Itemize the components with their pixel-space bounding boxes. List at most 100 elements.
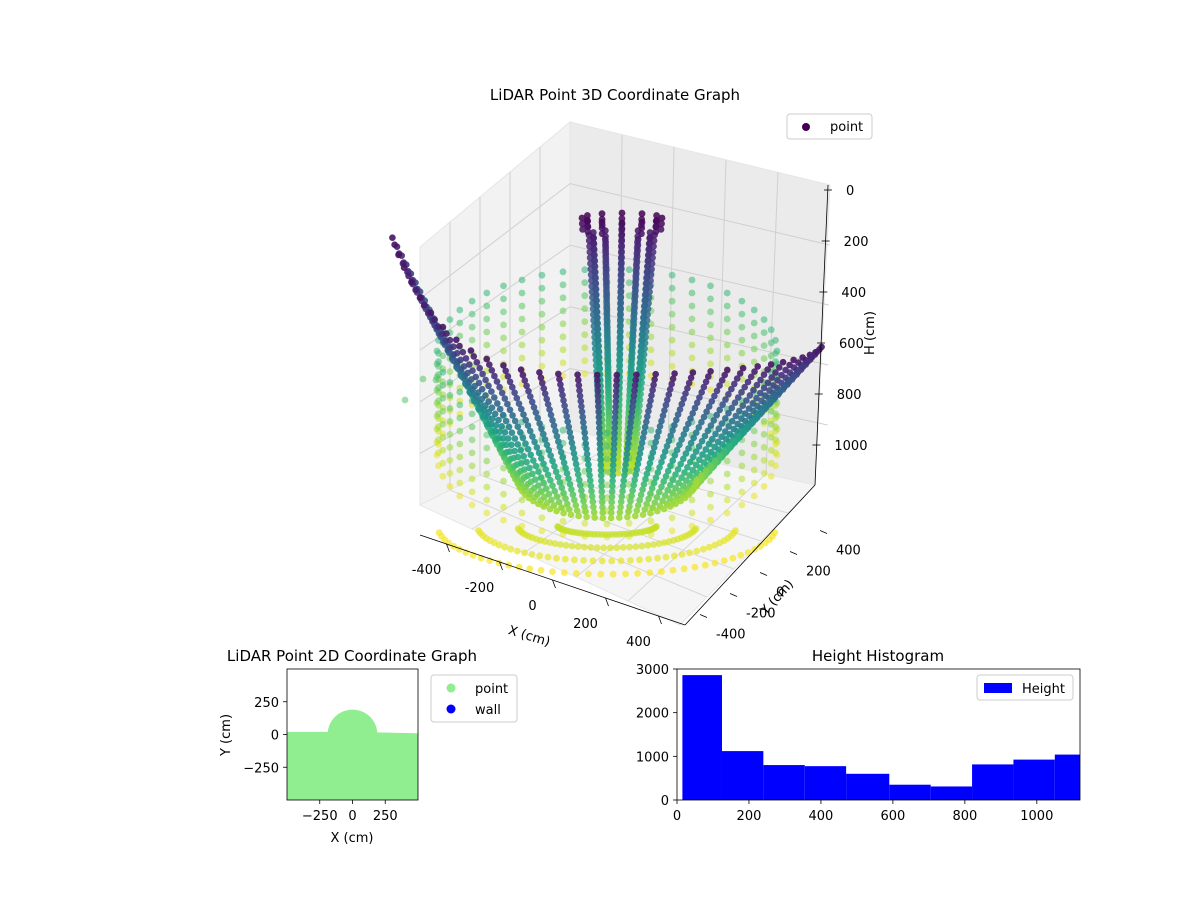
point-marker	[652, 223, 660, 231]
point-marker	[482, 392, 489, 399]
point-marker	[721, 447, 728, 455]
point-marker	[643, 274, 650, 282]
point-marker	[619, 544, 627, 551]
point-marker	[632, 376, 639, 384]
point-marker	[537, 474, 545, 481]
point-marker	[468, 488, 476, 496]
point-marker	[711, 559, 719, 567]
point-marker	[638, 439, 646, 447]
point-marker	[591, 268, 599, 276]
point-marker	[596, 440, 604, 448]
point-marker	[584, 223, 592, 231]
z-axis-label-3d: H (cm)	[863, 311, 878, 355]
point-marker	[665, 391, 673, 398]
point-marker	[588, 493, 596, 500]
point-marker	[546, 406, 553, 413]
point-marker	[767, 398, 775, 405]
y-tick-label-histogram: 2000	[636, 707, 669, 722]
point-marker	[760, 431, 768, 438]
point-marker	[760, 329, 768, 336]
point-marker	[757, 376, 764, 384]
point-marker	[680, 565, 688, 573]
point-marker	[634, 460, 642, 468]
point-marker	[760, 457, 768, 464]
point-marker	[644, 413, 651, 420]
point-marker	[593, 371, 601, 379]
point-marker	[581, 266, 589, 274]
point-marker	[595, 403, 602, 411]
point-marker	[581, 292, 589, 300]
x-tick-label-3d: 400	[626, 635, 651, 650]
point-marker	[575, 382, 583, 389]
point-marker	[594, 398, 602, 405]
point-marker	[636, 365, 643, 373]
point-marker	[732, 412, 740, 420]
y-tick-label-3d: -200	[746, 607, 776, 622]
point-marker	[605, 420, 613, 428]
point-marker	[602, 244, 610, 252]
z-axis-line	[814, 184, 829, 486]
point-marker	[547, 411, 555, 419]
point-marker	[522, 416, 529, 424]
point-marker	[528, 398, 536, 406]
point-marker	[468, 310, 476, 318]
point-marker	[552, 427, 559, 435]
point-marker	[446, 336, 454, 344]
point-marker	[654, 469, 662, 476]
point-marker	[518, 289, 526, 297]
point-marker	[646, 234, 654, 242]
point-marker	[634, 502, 642, 509]
point-marker	[584, 456, 591, 463]
point-marker	[482, 376, 489, 384]
point-marker	[535, 482, 542, 489]
point-marker	[693, 547, 701, 555]
point-marker	[604, 375, 612, 382]
point-marker	[500, 503, 507, 511]
point-marker	[667, 432, 674, 440]
histogram-bar	[763, 765, 805, 800]
point-marker	[639, 511, 647, 518]
point-marker	[738, 349, 746, 357]
point-marker	[641, 506, 649, 513]
point-marker	[468, 410, 476, 418]
point-marker	[724, 366, 731, 374]
legend-2d: point wall	[430, 674, 518, 723]
point-marker	[723, 496, 731, 504]
point-marker	[767, 472, 775, 480]
point-marker	[754, 363, 761, 370]
point-marker	[718, 377, 726, 384]
point-marker	[574, 471, 582, 478]
point-marker	[657, 226, 665, 233]
point-marker	[603, 295, 611, 303]
point-marker	[609, 472, 617, 479]
point-marker	[621, 472, 628, 479]
point-marker	[655, 540, 663, 547]
point-marker	[633, 250, 641, 257]
point-marker	[632, 471, 640, 479]
point-marker	[680, 395, 687, 403]
point-marker	[538, 362, 546, 370]
point-marker	[518, 328, 526, 336]
point-marker	[559, 333, 567, 341]
point-marker	[760, 483, 768, 490]
point-marker	[435, 358, 442, 366]
y-tick-label-histogram: 1000	[636, 750, 669, 765]
point-marker	[616, 357, 623, 365]
point-marker	[611, 419, 619, 426]
point-marker	[496, 428, 503, 436]
point-marker	[575, 376, 582, 384]
point-marker	[599, 504, 606, 511]
point-marker	[483, 341, 491, 349]
point-marker	[530, 404, 538, 411]
point-marker	[711, 392, 718, 400]
point-marker	[439, 323, 447, 331]
point-marker	[557, 381, 564, 388]
chart-2d-title: LiDAR Point 2D Coordinate Graph	[227, 647, 477, 665]
point-marker	[536, 369, 543, 376]
point-marker	[653, 433, 661, 441]
point-marker	[605, 403, 613, 411]
point-marker	[561, 555, 569, 563]
point-marker	[613, 544, 621, 552]
point-marker	[605, 397, 613, 405]
point-marker	[518, 276, 526, 284]
